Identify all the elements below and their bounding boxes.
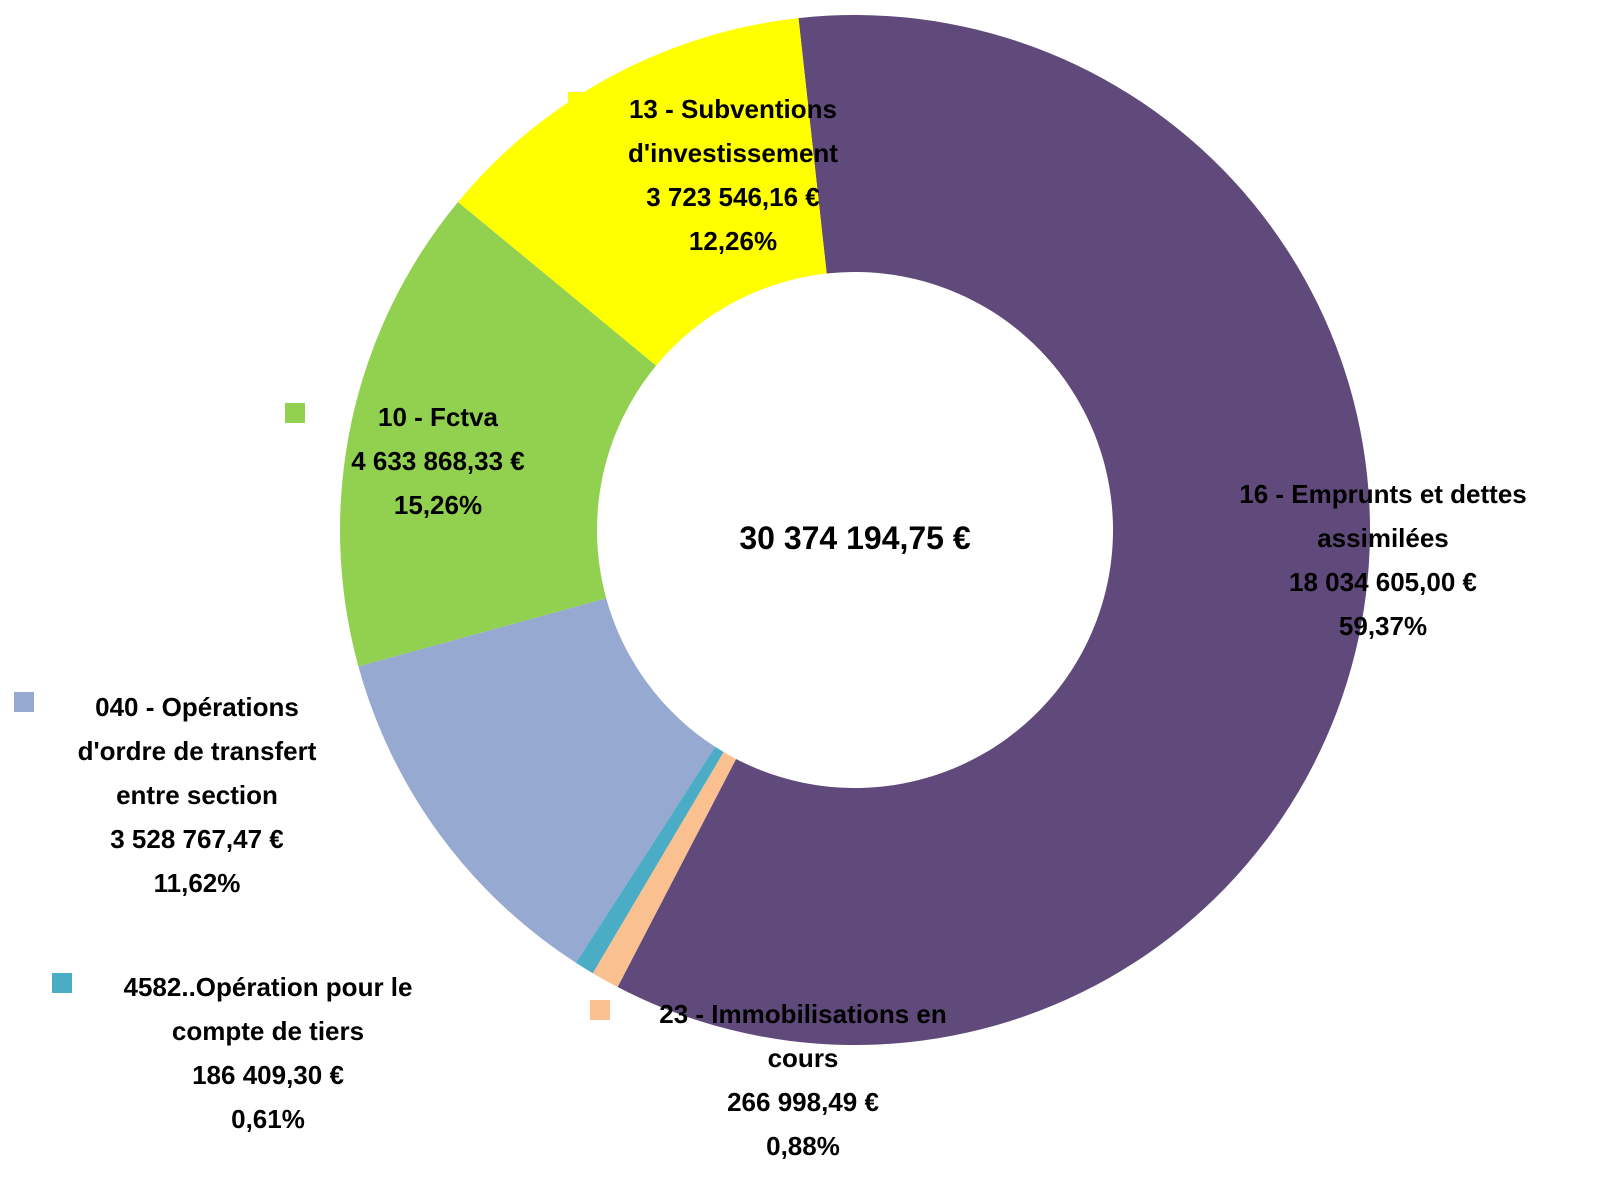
data-label: 13 - Subventions d'investissement 3 723 5… <box>583 87 883 263</box>
data-label: 16 - Emprunts et dettes assimilées 18 034… <box>1193 472 1573 648</box>
donut-slice <box>358 598 716 963</box>
legend-marker <box>14 692 34 712</box>
data-label: 23 - Immobilisations en cours 266 998,49 … <box>623 992 983 1168</box>
value-label: 4 633 868,33 € <box>351 446 525 476</box>
value-label: 3 723 546,16 € <box>646 182 820 212</box>
donut-slice <box>340 201 657 667</box>
legend-marker <box>568 92 588 112</box>
donut-slice <box>458 18 827 366</box>
percentage-label: 12,26% <box>688 226 778 256</box>
category-label: 10 - Fctva <box>378 402 498 432</box>
legend-marker <box>590 1000 610 1020</box>
value-label: 266 998,49 € <box>727 1087 879 1117</box>
donut-slice <box>575 746 724 974</box>
donut-slice <box>592 752 737 988</box>
data-label: 4582..Opération pour le compte de tiers 1… <box>83 965 453 1141</box>
donut-slice <box>617 15 1370 1046</box>
value-label: 3 528 767,47 € <box>110 824 284 854</box>
category-label: 4582..Opération pour le compte de tiers <box>123 972 413 1046</box>
percentage-label: 15,26% <box>393 490 483 520</box>
category-label: 23 - Immobilisations en cours <box>659 999 947 1073</box>
data-label: 040 - Opérations d'ordre de transfert en… <box>52 685 342 905</box>
data-label: 10 - Fctva 4 633 868,33 € 15,26% <box>288 395 588 527</box>
percentage-label: 59,37% <box>1338 611 1428 641</box>
legend-marker <box>52 973 72 993</box>
legend-marker <box>285 403 305 423</box>
percentage-label: 0,88% <box>766 1131 840 1161</box>
percentage-label: 0,61% <box>231 1104 305 1134</box>
total-label: 30 374 194,75 € <box>739 520 971 556</box>
value-label: 18 034 605,00 € <box>1289 567 1477 597</box>
value-label: 186 409,30 € <box>192 1060 344 1090</box>
percentage-label: 11,62% <box>153 868 241 898</box>
category-label: 13 - Subventions d'investissement <box>628 94 838 168</box>
category-label: 040 - Opérations d'ordre de transfert en… <box>77 692 317 810</box>
category-label: 16 - Emprunts et dettes assimilées <box>1239 479 1527 553</box>
